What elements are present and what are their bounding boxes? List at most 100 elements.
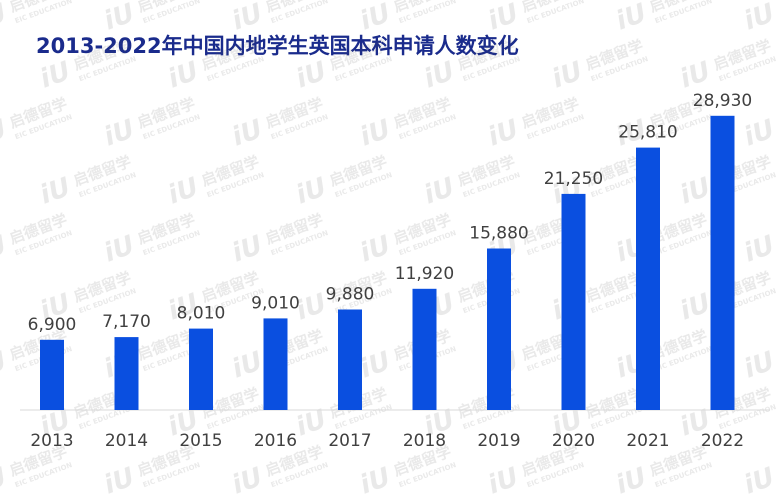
bar-2013 [40, 339, 64, 410]
value-label-2018: 11,920 [395, 264, 454, 284]
watermark-logo-mark: iU [164, 56, 202, 94]
value-label-2017: 9,880 [326, 285, 375, 305]
value-label-2015: 8,010 [177, 304, 226, 324]
bar-2015 [189, 328, 213, 410]
value-label-2022: 28,930 [693, 91, 752, 111]
watermark-logo-mark: iU [612, 0, 650, 37]
bar-2017 [338, 309, 362, 410]
watermark-logo-mark: iU [484, 462, 522, 494]
watermark-logo-mark: iU [420, 56, 458, 94]
watermark-logo-mark: iU [484, 0, 522, 37]
bar-2022 [710, 115, 735, 411]
watermark-logo-mark: iU [100, 230, 138, 268]
watermark-logo-mark: iU [0, 114, 11, 152]
bar-2019 [487, 248, 511, 410]
watermark-logo-mark: iU [0, 230, 11, 268]
value-label-2016: 9,010 [251, 293, 300, 313]
watermark-logo-mark: iU [676, 56, 714, 94]
watermark-logo-mark: iU [356, 114, 394, 152]
watermark-logo-mark: iU [100, 114, 138, 152]
watermark-logo-mark: iU [100, 0, 138, 37]
watermark-logo-mark: iU [228, 346, 266, 384]
bar-2014 [114, 337, 139, 410]
watermark-logo-mark: iU [36, 56, 74, 94]
watermark-logo-mark: iU [0, 346, 11, 384]
x-tick-label-2016: 2016 [254, 431, 297, 451]
value-label-2020: 21,250 [544, 169, 603, 189]
watermark-logo-mark: iU [356, 462, 394, 494]
watermark-logo-mark: iU [292, 56, 330, 94]
watermark-logo-mark: iU [228, 0, 266, 37]
watermark-logo-mark: iU [548, 56, 586, 94]
value-label-2019: 15,880 [469, 224, 528, 244]
watermark-logo-mark: iU [740, 114, 778, 152]
x-tick-label-2020: 2020 [552, 431, 595, 451]
bar-2016 [263, 318, 288, 410]
watermark-logo-mark: iU [0, 462, 11, 494]
bar-2021 [636, 147, 660, 410]
watermark-logo-mark: iU [228, 462, 266, 494]
watermark-logo-mark: iU [0, 0, 11, 37]
watermark-logo-mark: iU [676, 172, 714, 210]
watermark-logo-mark: iU [36, 172, 74, 210]
watermark-logo-mark: iU [612, 462, 650, 494]
watermark-logo-mark: iU [740, 462, 778, 494]
value-label-2013: 6,900 [28, 315, 77, 335]
x-tick-label-2018: 2018 [403, 431, 446, 451]
x-tick-label-2015: 2015 [179, 431, 222, 451]
x-tick-label-2021: 2021 [626, 431, 669, 451]
watermark-logo-mark: iU [740, 346, 778, 384]
value-label-group: 6,900 7,170 8,010 9,010 9,880 11,920 15,880 21,… [28, 91, 753, 335]
watermark-logo-mark: iU [356, 0, 394, 37]
x-tick-label-2017: 2017 [328, 431, 371, 451]
bar-2020 [561, 193, 586, 410]
watermark-logo-mark: iU [100, 462, 138, 494]
x-tick-label-2019: 2019 [477, 431, 520, 451]
watermark-logo-mark: iU [228, 230, 266, 268]
value-label-2014: 7,170 [102, 312, 151, 332]
bar-2018 [412, 288, 437, 410]
watermark-logo-mark: iU [228, 114, 266, 152]
x-tick-label-group: 2013 2014 2015 2016 2017 2018 2019 2020 2021 2022 [30, 431, 744, 451]
chart-title: 2013-2022年中国内地学生英国本科申请人数变化 [36, 34, 519, 58]
watermark-logo-mark: iU [676, 288, 714, 326]
watermark-logo-mark: iU [420, 172, 458, 210]
watermark-logo-mark: iU [164, 172, 202, 210]
x-tick-label-2022: 2022 [701, 431, 744, 451]
watermark-logo-mark: iU [740, 230, 778, 268]
bar-group [40, 115, 735, 411]
x-tick-label-2014: 2014 [105, 431, 148, 451]
